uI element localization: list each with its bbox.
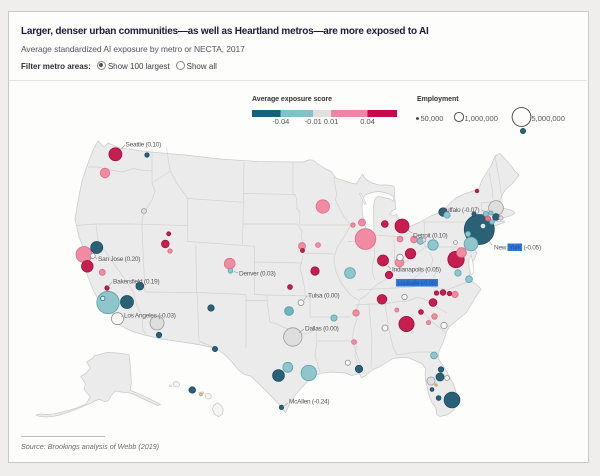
svg-text:Dallas (0.00): Dallas (0.00) [305, 326, 339, 333]
svg-text:Seattle (0.10): Seattle (0.10) [126, 142, 162, 149]
svg-text:(-0.05): (-0.05) [524, 245, 541, 252]
svg-text:McAllen (-0.24): McAllen (-0.24) [289, 399, 329, 406]
svg-text:New: New [494, 245, 507, 252]
svg-text:Bakersfield (0.19): Bakersfield (0.19) [113, 279, 160, 286]
svg-text:Louisville (-0.05): Louisville (-0.05) [398, 280, 437, 287]
svg-text:0.01: 0.01 [324, 117, 339, 126]
svg-text:0.04: 0.04 [360, 117, 375, 126]
svg-text:5,000,000: 5,000,000 [532, 114, 565, 123]
svg-text:Detroit (0.10): Detroit (0.10) [413, 233, 448, 240]
svg-text:Buffalo (-0.07): Buffalo (-0.07) [442, 207, 479, 214]
svg-text:-0.04: -0.04 [272, 117, 289, 126]
svg-text:Los Angeles (-0.03): Los Angeles (-0.03) [124, 313, 176, 320]
svg-text:York: York [509, 245, 522, 252]
svg-text:-0.01: -0.01 [305, 117, 322, 126]
svg-text:Tulsa (0.00): Tulsa (0.00) [308, 293, 340, 300]
svg-text:1,000,000: 1,000,000 [465, 114, 498, 123]
svg-text:Indianapolis (0.05): Indianapolis (0.05) [392, 267, 441, 274]
svg-text:50,000: 50,000 [421, 114, 444, 123]
svg-text:Denver (0.03): Denver (0.03) [239, 271, 276, 278]
svg-text:San Jose (0.20): San Jose (0.20) [98, 256, 140, 263]
